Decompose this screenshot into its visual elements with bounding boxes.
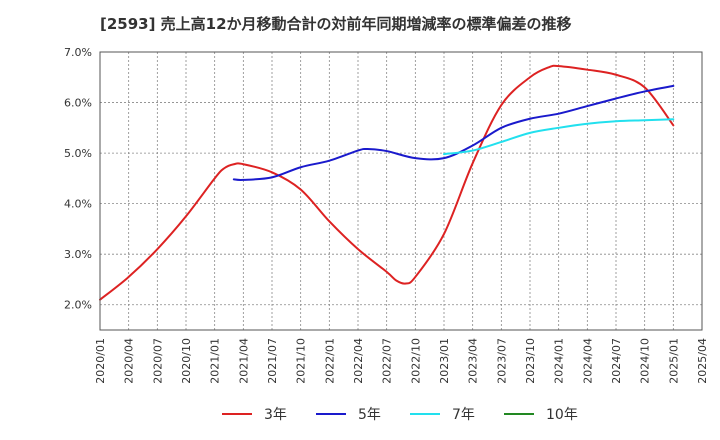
x-tick-label: 2021/01 xyxy=(209,338,222,384)
legend: 3年 5年 7年 10年 xyxy=(222,407,578,423)
x-tick-label: 2023/04 xyxy=(467,338,480,384)
x-tick-label: 2020/04 xyxy=(123,338,136,384)
x-tick-label: 2020/01 xyxy=(94,338,107,384)
legend-label-2: 7年 xyxy=(452,407,475,423)
series-lines xyxy=(99,64,675,301)
series-line-1 xyxy=(232,84,675,181)
x-tick-label: 2022/04 xyxy=(352,338,365,384)
x-tick-label: 2024/04 xyxy=(581,338,594,384)
x-tick-label: 2020/07 xyxy=(151,338,164,384)
x-axis-ticks: 2020/01 2020/04 2020/07 2020/10 2021/01 2021/… xyxy=(94,338,709,384)
plot-frame xyxy=(99,51,703,331)
x-tick-label: 2024/01 xyxy=(553,338,566,384)
series-line-0 xyxy=(99,64,675,301)
x-tick-label: 2023/07 xyxy=(495,338,508,384)
x-tick-label: 2020/10 xyxy=(180,338,193,384)
x-tick-label: 2021/10 xyxy=(295,338,308,384)
y-axis-ticks: 2.0% 3.0% 4.0% 5.0% 6.0% 7.0% xyxy=(64,46,92,312)
x-tick-label: 2024/07 xyxy=(610,338,623,384)
y-tick-label: 5.0% xyxy=(64,147,92,160)
y-tick-label: 7.0% xyxy=(64,46,92,59)
legend-label-1: 5年 xyxy=(358,407,381,423)
legend-label-0: 3年 xyxy=(264,407,287,423)
legend-label-3: 10年 xyxy=(546,407,578,423)
y-tick-label: 4.0% xyxy=(64,198,92,211)
y-tick-label: 6.0% xyxy=(64,97,92,110)
x-tick-label: 2025/01 xyxy=(667,338,680,384)
grid xyxy=(99,51,703,330)
x-tick-label: 2021/04 xyxy=(237,338,250,384)
y-tick-label: 2.0% xyxy=(64,299,92,312)
x-tick-label: 2023/01 xyxy=(438,338,451,384)
x-tick-label: 2025/04 xyxy=(696,338,709,384)
x-tick-label: 2021/07 xyxy=(266,338,279,384)
chart-title: [2593] 売上高12か月移動合計の対前年同期増減率の標準偏差の推移 xyxy=(100,15,572,33)
x-tick-label: 2022/01 xyxy=(323,338,336,384)
x-tick-label: 2024/10 xyxy=(639,338,652,384)
x-tick-label: 2022/07 xyxy=(381,338,394,384)
x-tick-label: 2023/10 xyxy=(524,338,537,384)
series-line-2 xyxy=(443,118,675,156)
y-tick-label: 3.0% xyxy=(64,248,92,261)
x-tick-label: 2022/10 xyxy=(409,338,422,384)
